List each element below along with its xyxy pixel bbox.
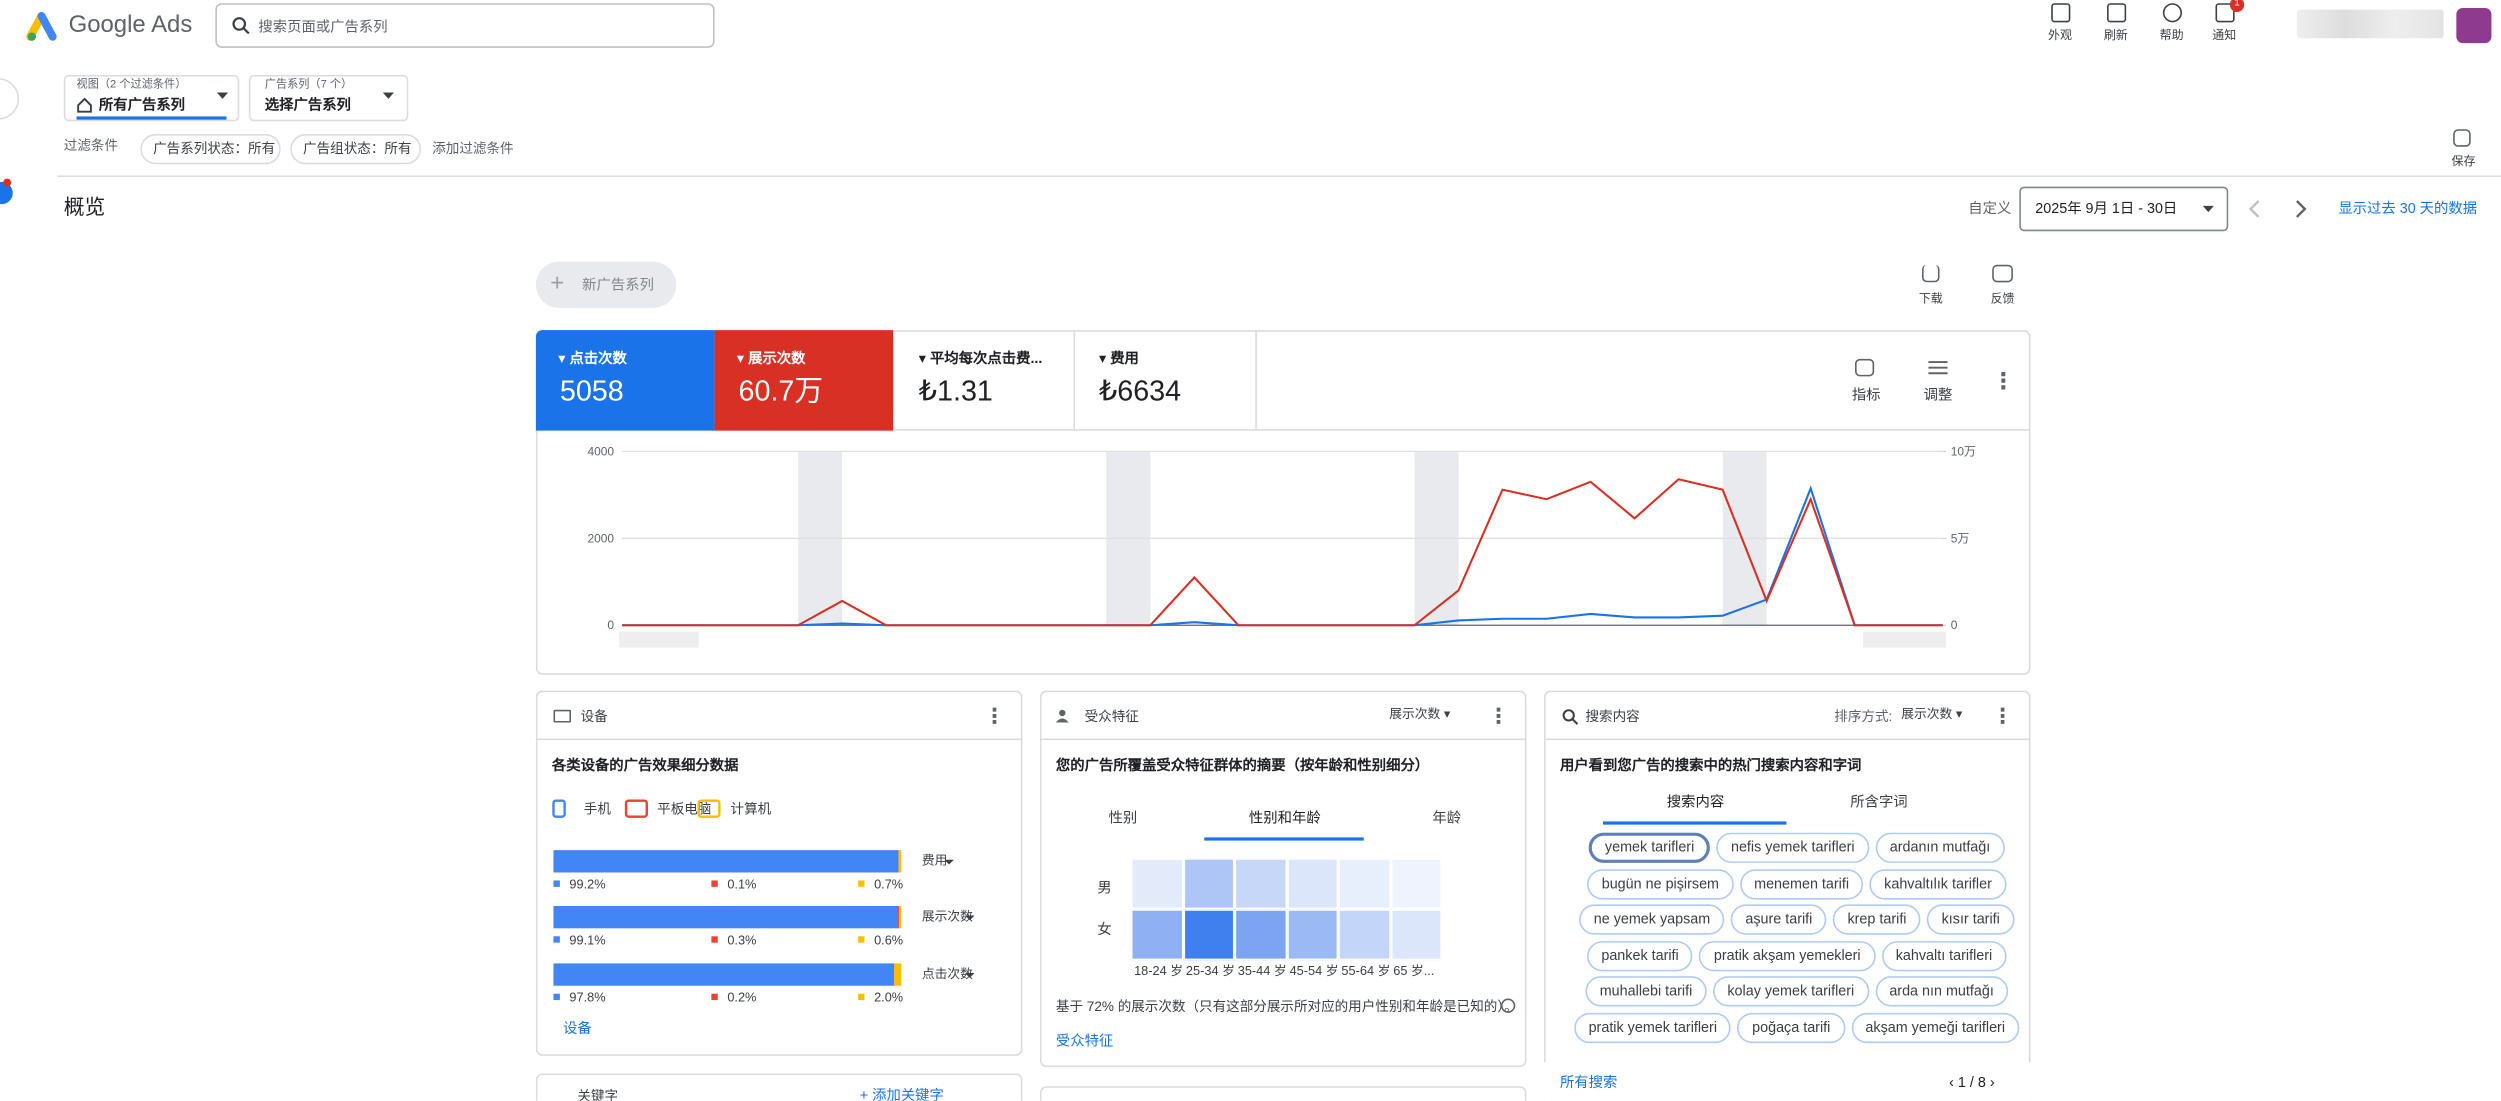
header-action-label: 通知 xyxy=(2212,28,2236,42)
bar-segment xyxy=(899,906,901,928)
label-dot xyxy=(711,880,717,886)
y-tick-label: 4000 xyxy=(587,444,614,458)
heat-cell xyxy=(1390,909,1442,960)
heat-cell xyxy=(1235,858,1287,909)
label-dot xyxy=(711,936,717,942)
value-label: 0.3% xyxy=(727,932,756,947)
value-label: 0.1% xyxy=(727,876,756,891)
header-action-icon[interactable] xyxy=(2163,3,2182,22)
header-action-icon[interactable] xyxy=(2107,3,2126,22)
bar-segment xyxy=(894,963,901,985)
value-label: 99.1% xyxy=(569,932,605,947)
y-tick-label: 0 xyxy=(607,618,614,632)
value-label: 0.6% xyxy=(874,932,903,947)
legend-swatch xyxy=(553,801,564,817)
y2-tick-label: 0 xyxy=(1951,618,1958,632)
bar-segment xyxy=(553,963,893,985)
value-label: 99.2% xyxy=(569,876,605,891)
column-label: 55-64 岁 xyxy=(1341,964,1390,979)
label-dot xyxy=(553,994,559,1000)
value-label: 0.2% xyxy=(727,990,756,1005)
label-dot xyxy=(711,994,717,1000)
value-label: 2.0% xyxy=(874,990,903,1005)
bar-segment xyxy=(553,850,898,872)
heat-cell xyxy=(1183,909,1235,960)
label-dot xyxy=(553,880,559,886)
heat-cell xyxy=(1286,858,1338,909)
y-tick-label: 2000 xyxy=(587,531,614,545)
bar-segment xyxy=(553,906,898,928)
column-label: 35-44 岁 xyxy=(1238,964,1287,979)
value-label: 0.7% xyxy=(874,876,903,891)
legend-label: 计算机 xyxy=(731,801,772,816)
bar-segment xyxy=(894,963,895,985)
column-label: 25-34 岁 xyxy=(1186,964,1235,979)
legend-label: 手机 xyxy=(584,801,612,816)
heat-cell xyxy=(1131,858,1183,909)
y2-tick-label: 10万 xyxy=(1951,444,1976,458)
legend-label: 平板电脑 xyxy=(657,801,711,816)
value-label: 97.8% xyxy=(569,990,605,1005)
label-dot xyxy=(553,936,559,942)
heat-cell xyxy=(1131,909,1183,960)
heat-cell xyxy=(1338,909,1390,960)
column-label: 18-24 岁 xyxy=(1134,964,1183,979)
bar-segment xyxy=(898,906,899,928)
heat-cell xyxy=(1235,909,1287,960)
header-action-label: 刷新 xyxy=(2104,28,2128,42)
header-action-label: 帮助 xyxy=(2160,28,2184,42)
heat-cell xyxy=(1390,858,1442,909)
heat-cell xyxy=(1183,858,1235,909)
column-label: 65 岁... xyxy=(1393,964,1434,979)
heat-cell xyxy=(1338,858,1390,909)
heat-cell xyxy=(1286,909,1338,960)
label-dot xyxy=(858,936,864,942)
category-label: 费用 xyxy=(922,853,948,868)
header-action-icon[interactable] xyxy=(2051,3,2070,22)
label-dot xyxy=(858,994,864,1000)
bar-segment xyxy=(899,850,901,872)
column-label: 45-54 岁 xyxy=(1290,964,1339,979)
label-dot xyxy=(858,880,864,886)
legend-swatch xyxy=(626,801,647,817)
header-action-label: 外观 xyxy=(2048,28,2072,42)
y2-tick-label: 5万 xyxy=(1951,531,1970,545)
